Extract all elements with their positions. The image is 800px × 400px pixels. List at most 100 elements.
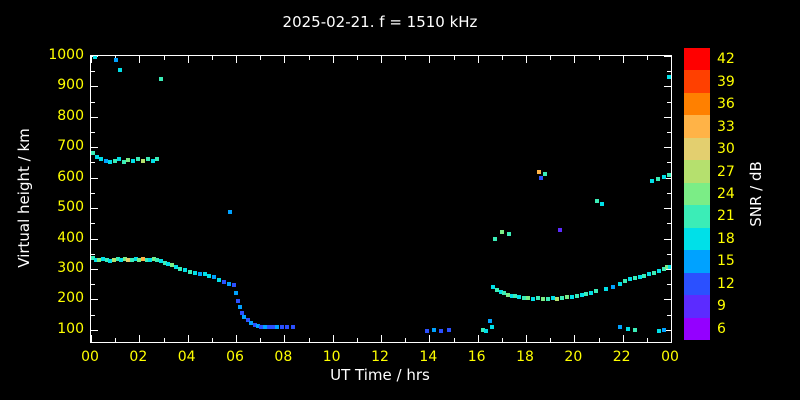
y-minor-tick bbox=[91, 253, 95, 255]
data-point bbox=[221, 279, 226, 284]
y-major-tick bbox=[91, 116, 98, 118]
colorbar-tick-label: 9 bbox=[717, 298, 726, 315]
x-major-tick bbox=[622, 56, 624, 63]
data-point bbox=[235, 298, 240, 303]
data-point bbox=[256, 324, 261, 329]
data-point bbox=[656, 329, 661, 334]
data-point bbox=[108, 259, 113, 264]
x-minor-tick bbox=[211, 338, 213, 342]
x-major-tick bbox=[284, 335, 286, 342]
data-point bbox=[574, 294, 579, 299]
data-point bbox=[517, 295, 522, 300]
y-tick-label: 400 bbox=[57, 229, 84, 246]
data-point bbox=[130, 258, 135, 263]
colorbar-tick-label: 21 bbox=[717, 208, 735, 225]
data-point bbox=[492, 236, 497, 241]
y-minor-tick bbox=[667, 192, 671, 194]
data-point bbox=[178, 266, 183, 271]
x-minor-tick bbox=[598, 56, 600, 60]
data-point bbox=[188, 269, 193, 274]
y-major-tick bbox=[664, 56, 671, 57]
x-tick-label: 16 bbox=[467, 349, 486, 365]
data-point bbox=[145, 157, 150, 162]
data-point bbox=[118, 67, 122, 72]
data-point bbox=[126, 257, 131, 262]
y-minor-tick bbox=[91, 132, 95, 134]
x-major-tick bbox=[477, 56, 479, 63]
x-minor-tick bbox=[356, 338, 358, 342]
data-point bbox=[584, 292, 589, 297]
x-tick-label: 08 bbox=[274, 349, 293, 365]
x-major-tick bbox=[526, 56, 527, 63]
data-point bbox=[133, 257, 138, 262]
y-tick-label: 1000 bbox=[48, 47, 84, 63]
data-point bbox=[618, 281, 623, 286]
y-major-tick bbox=[664, 86, 671, 88]
data-point bbox=[183, 268, 188, 273]
x-tick-label: 00 bbox=[661, 349, 679, 365]
x-tick-label: 04 bbox=[177, 349, 196, 365]
data-point bbox=[502, 291, 507, 296]
colorbar-tick-label: 36 bbox=[717, 96, 735, 113]
data-point bbox=[484, 329, 489, 334]
x-axis-label: UT Time / hrs bbox=[330, 366, 430, 384]
data-point bbox=[627, 277, 632, 282]
colorbar-tick-label: 39 bbox=[717, 73, 735, 90]
x-tick-label: 18 bbox=[516, 349, 534, 365]
data-point bbox=[557, 228, 562, 233]
data-point bbox=[655, 176, 660, 181]
colorbar-band bbox=[684, 137, 710, 161]
data-point bbox=[668, 264, 671, 269]
y-tick-label: 600 bbox=[57, 168, 84, 185]
data-point bbox=[505, 292, 510, 297]
data-point bbox=[240, 310, 245, 315]
x-tick-label: 10 bbox=[322, 349, 341, 365]
y-tick-label: 100 bbox=[57, 320, 84, 337]
data-point bbox=[565, 295, 570, 300]
data-point bbox=[159, 259, 164, 264]
x-major-tick bbox=[91, 335, 92, 342]
colorbar-band bbox=[684, 115, 710, 139]
x-major-tick bbox=[332, 335, 334, 342]
data-point bbox=[632, 328, 637, 333]
data-point bbox=[144, 257, 149, 262]
x-major-tick bbox=[477, 335, 479, 342]
x-major-tick bbox=[139, 56, 141, 63]
x-minor-tick bbox=[308, 338, 310, 342]
colorbar-band bbox=[684, 227, 710, 251]
data-point bbox=[279, 325, 284, 330]
data-point bbox=[266, 324, 271, 329]
data-point bbox=[166, 262, 171, 267]
x-minor-tick bbox=[550, 338, 552, 342]
x-major-tick bbox=[236, 335, 237, 342]
data-point bbox=[600, 202, 605, 207]
colorbar-tick-label: 12 bbox=[717, 275, 735, 292]
data-point bbox=[115, 256, 120, 261]
data-point bbox=[487, 319, 492, 324]
data-point bbox=[521, 295, 526, 300]
data-point bbox=[555, 296, 560, 301]
data-point bbox=[192, 270, 197, 275]
x-tick-label: 22 bbox=[612, 349, 631, 365]
y-minor-tick bbox=[91, 314, 95, 316]
x-tick-label: 12 bbox=[371, 349, 389, 365]
x-minor-tick bbox=[260, 338, 262, 342]
y-major-tick bbox=[91, 329, 98, 331]
colorbar-band bbox=[684, 92, 710, 116]
x-minor-tick bbox=[115, 338, 117, 342]
colorbar-band bbox=[684, 295, 710, 319]
x-minor-tick bbox=[163, 338, 165, 342]
data-point bbox=[666, 75, 671, 80]
x-tick-label: 02 bbox=[129, 349, 148, 365]
data-point bbox=[92, 56, 97, 59]
x-major-tick bbox=[236, 56, 237, 63]
x-major-tick bbox=[574, 56, 576, 63]
colorbar-band bbox=[684, 48, 710, 71]
data-point bbox=[275, 324, 280, 329]
data-point bbox=[97, 258, 102, 263]
colorbar bbox=[684, 48, 710, 341]
y-minor-tick bbox=[667, 253, 671, 255]
data-point bbox=[122, 256, 127, 261]
x-major-tick bbox=[526, 335, 527, 342]
